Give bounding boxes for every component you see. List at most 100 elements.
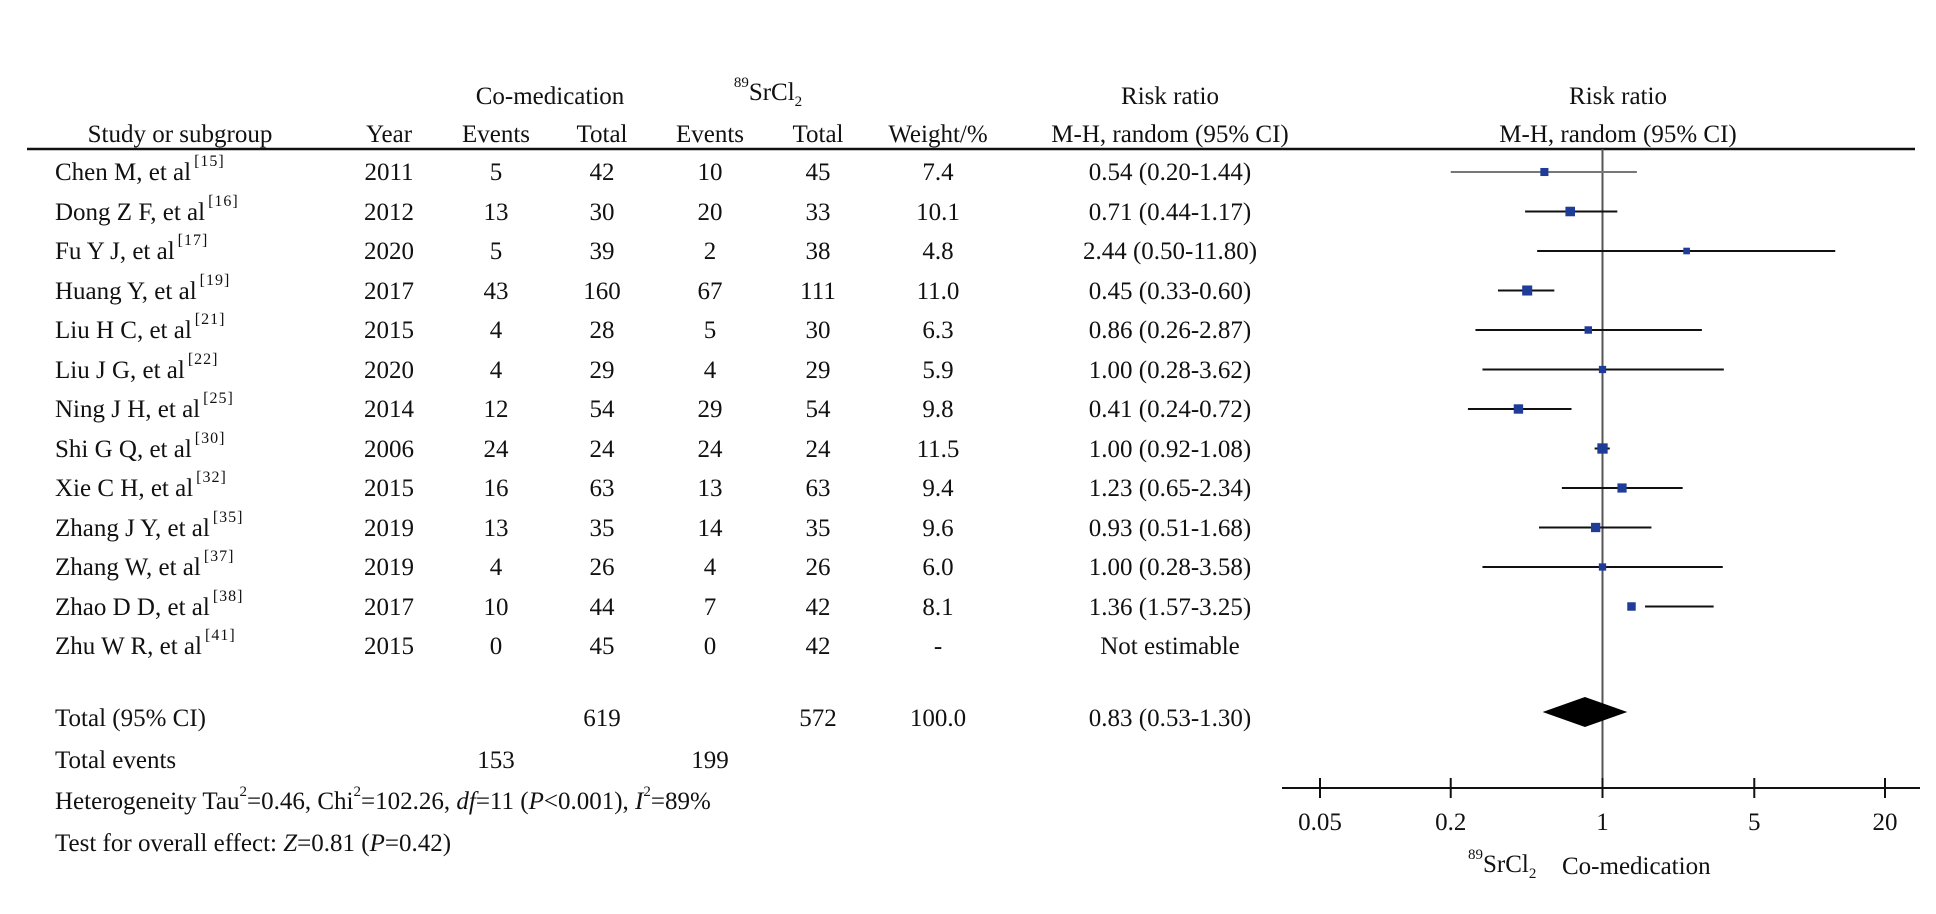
study-weight: 10.1 xyxy=(916,198,960,226)
study-year: 2020 xyxy=(364,356,414,384)
total-events-label: Total events xyxy=(55,747,177,774)
study-total-1: 24 xyxy=(589,435,615,463)
point-estimate-marker xyxy=(1522,285,1533,296)
study-total-1: 28 xyxy=(589,317,615,344)
study-total-2: 29 xyxy=(805,356,831,384)
study-total-1: 45 xyxy=(589,633,615,660)
x-tick-label: 5 xyxy=(1748,809,1761,836)
study-year: 2011 xyxy=(364,159,414,186)
study-events-1: 43 xyxy=(483,277,509,305)
total-label: Total (95% CI) xyxy=(55,705,206,732)
study-reference: [16] xyxy=(208,192,239,210)
study-events-1: 24 xyxy=(483,435,509,463)
study-reference: [22] xyxy=(187,350,219,368)
study-events-2: 29 xyxy=(697,396,723,423)
total-events-e2: 199 xyxy=(691,747,729,774)
point-estimate-marker xyxy=(1597,443,1608,454)
total-events-e1: 153 xyxy=(477,747,515,774)
study-year: 2019 xyxy=(364,514,414,542)
study-events-2: 0 xyxy=(703,633,717,660)
x-tick-label: 1 xyxy=(1596,809,1609,836)
header-rr-method: M-H, random (95% CI) xyxy=(1051,121,1289,148)
study-total-1: 30 xyxy=(589,198,615,226)
study-weight: 11.5 xyxy=(916,435,960,463)
point-estimate-marker xyxy=(1584,326,1593,334)
study-name: Liu H C, et al [21] xyxy=(55,311,226,344)
study-year: 2015 xyxy=(364,633,414,660)
study-name: Chen M, et al [15] xyxy=(55,153,225,186)
study-year: 2017 xyxy=(364,593,414,621)
x-tick-label: 0.2 xyxy=(1435,809,1467,836)
study-rr-ci: 0.41 (0.24-0.72) xyxy=(1088,396,1252,423)
study-total-2: 35 xyxy=(805,514,831,542)
header-total-2: Total xyxy=(792,121,844,148)
study-reference: [35] xyxy=(212,508,244,526)
study-weight: 8.1 xyxy=(922,593,954,621)
total-weight: 100.0 xyxy=(909,705,967,732)
study-total-2: 26 xyxy=(805,554,831,581)
header-plot-method: M-H, random (95% CI) xyxy=(1499,121,1737,148)
study-total-2: 42 xyxy=(805,633,831,660)
axis-label-srcl2: 89SrCl2 xyxy=(1468,847,1537,882)
study-total-2: 30 xyxy=(805,317,831,344)
study-weight: 4.8 xyxy=(922,238,954,265)
study-year: 2020 xyxy=(364,238,414,265)
study-events-2: 4 xyxy=(703,554,717,581)
study-rr-ci: 2.44 (0.50-11.80) xyxy=(1082,238,1258,265)
study-name: Liu J G, et al [22] xyxy=(55,350,219,384)
study-events-2: 10 xyxy=(697,159,723,186)
study-events-2: 24 xyxy=(697,435,723,463)
study-year: 2015 xyxy=(364,475,414,502)
study-reference: [19] xyxy=(199,271,231,289)
study-events-2: 7 xyxy=(703,593,717,621)
study-name: Zhang W, et al [37] xyxy=(55,548,235,581)
study-year: 2006 xyxy=(364,435,414,463)
point-estimate-marker xyxy=(1598,365,1607,374)
study-rr-ci: 0.93 (0.51-1.68) xyxy=(1088,514,1252,542)
study-total-2: 38 xyxy=(805,238,831,265)
header-comedication: Co-medication xyxy=(475,83,625,110)
study-total-2: 63 xyxy=(805,475,831,502)
study-year: 2019 xyxy=(364,554,414,581)
study-rr-ci: 1.36 (1.57-3.25) xyxy=(1088,593,1252,621)
x-tick-label: 0.05 xyxy=(1298,809,1342,836)
study-rr-ci: 0.86 (0.26-2.87) xyxy=(1088,317,1252,344)
total-t1: 619 xyxy=(583,705,621,732)
study-total-2: 45 xyxy=(805,159,831,186)
study-name: Zhang J Y, et al [35] xyxy=(55,508,244,542)
study-events-2: 67 xyxy=(697,277,723,305)
study-total-1: 160 xyxy=(583,277,621,305)
study-name: Zhao D D, et al [38] xyxy=(55,587,244,621)
header-srcl2: 89SrCl2 xyxy=(733,75,803,110)
study-name: Shi G Q, et al [30] xyxy=(55,429,226,463)
point-estimate-marker xyxy=(1683,247,1690,255)
point-estimate-marker xyxy=(1617,483,1627,493)
study-reference: [30] xyxy=(194,429,226,447)
study-total-1: 29 xyxy=(589,356,615,384)
study-name: Xie C H, et al [32] xyxy=(55,469,227,502)
study-weight: 9.8 xyxy=(922,396,954,423)
study-rr-ci: 1.00 (0.28-3.58) xyxy=(1088,554,1252,581)
study-name: Dong Z F, et al [16] xyxy=(55,192,239,226)
study-total-1: 35 xyxy=(589,514,615,542)
study-total-1: 44 xyxy=(589,593,615,621)
study-events-1: 5 xyxy=(489,238,503,265)
study-weight: 6.3 xyxy=(922,317,954,344)
study-name: Ning J H, et al [25] xyxy=(55,390,234,423)
study-weight: - xyxy=(933,633,943,660)
study-weight: 6.0 xyxy=(922,554,954,581)
study-events-1: 16 xyxy=(483,475,509,502)
study-events-2: 4 xyxy=(703,356,717,384)
study-rr-ci: 1.23 (0.65-2.34) xyxy=(1088,475,1252,502)
study-rr-ci: 0.54 (0.20-1.44) xyxy=(1088,159,1252,186)
study-events-1: 13 xyxy=(483,514,509,542)
study-events-2: 20 xyxy=(697,198,723,226)
header-weight: Weight/% xyxy=(888,121,988,148)
study-year: 2015 xyxy=(364,317,414,344)
total-ci: 0.83 (0.53-1.30) xyxy=(1088,705,1252,732)
study-events-2: 13 xyxy=(697,475,723,502)
study-weight: 9.6 xyxy=(922,514,954,542)
study-total-1: 54 xyxy=(589,396,615,423)
study-total-2: 24 xyxy=(805,435,831,463)
study-total-1: 39 xyxy=(589,238,615,265)
